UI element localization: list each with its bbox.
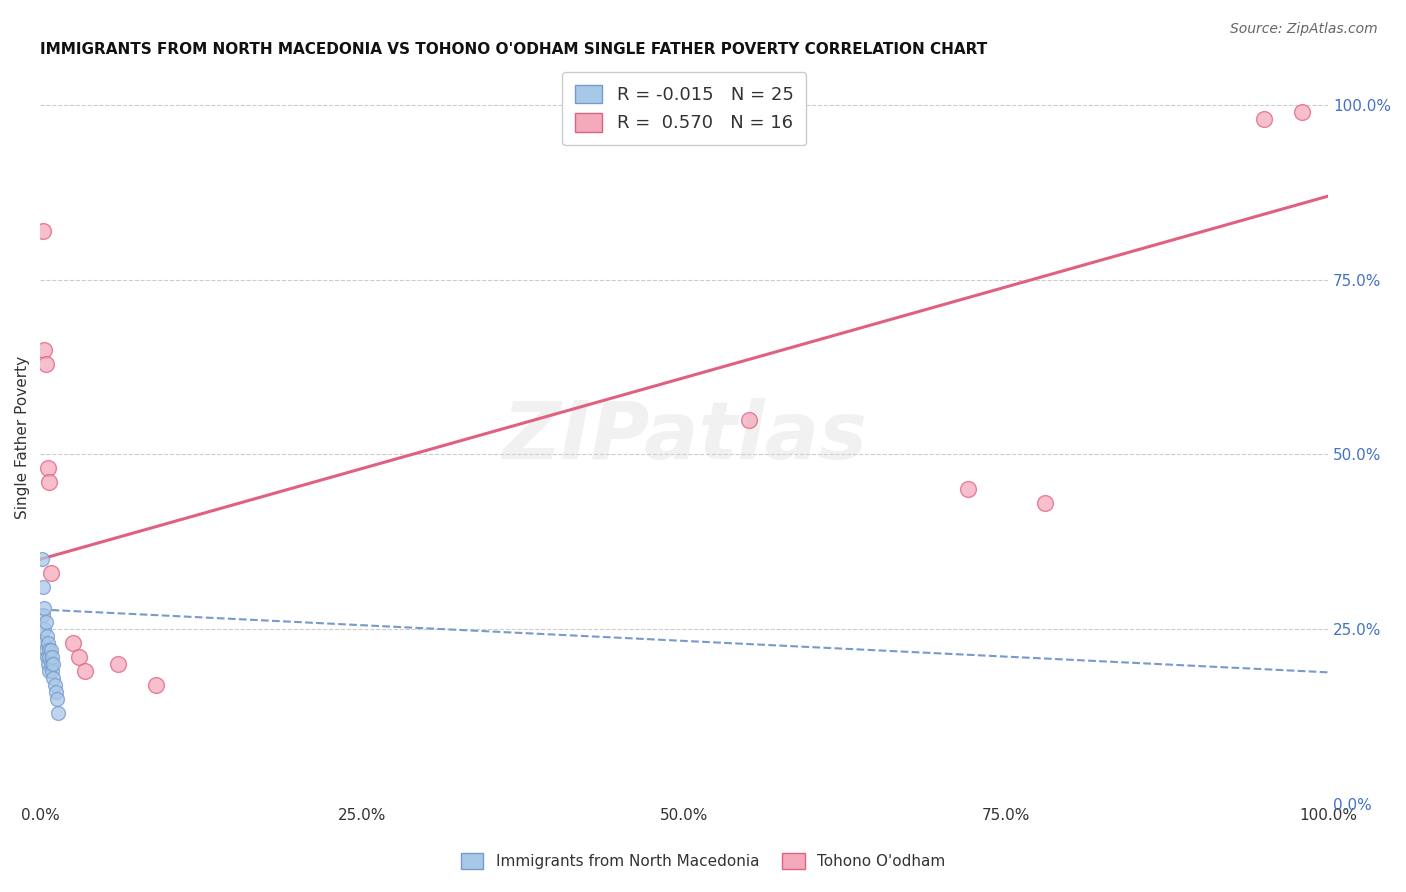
Point [32,580,55,594]
Point [145,678,167,692]
Point [38,475,60,490]
Point [34,615,56,629]
Point [67,650,90,665]
Point [39,566,62,581]
Point [37,636,59,650]
Point [32,601,55,615]
Point [956,483,979,497]
Text: ZIPatlas: ZIPatlas [502,398,866,476]
Point [32,608,55,623]
Text: IMMIGRANTS FROM NORTH MACEDONIA VS TOHONO O'ODHAM SINGLE FATHER POVERTY CORRELAT: IMMIGRANTS FROM NORTH MACEDONIA VS TOHON… [41,42,987,57]
Point [32,343,55,357]
Text: Source: ZipAtlas.com: Source: ZipAtlas.com [1230,22,1378,37]
Point [41,650,63,665]
Point [1253,112,1275,127]
Point [46,691,69,706]
Point [31,552,53,566]
Y-axis label: Single Father Poverty: Single Father Poverty [15,355,30,518]
Point [32,224,55,238]
Point [39,643,62,657]
Legend: Immigrants from North Macedonia, Tohono O'odham: Immigrants from North Macedonia, Tohono … [454,847,952,875]
Legend: R = -0.015   N = 25, R =  0.570   N = 16: R = -0.015 N = 25, R = 0.570 N = 16 [562,72,806,145]
Point [35,650,58,665]
Point [34,643,56,657]
Point [32,636,55,650]
Point [42,657,65,671]
Point [38,650,60,665]
Point [37,461,59,475]
Point [44,678,66,692]
Point [107,657,129,671]
Point [38,643,60,657]
Point [32,622,55,636]
Point [1291,105,1313,120]
Point [38,664,60,678]
Point [75,664,97,678]
Point [45,685,67,699]
Point [41,664,63,678]
Point [62,636,84,650]
Point [737,412,759,426]
Point [39,657,62,671]
Point [34,357,56,371]
Point [37,657,59,671]
Point [35,629,58,643]
Point [42,671,65,685]
Point [1033,496,1056,510]
Point [48,706,70,720]
